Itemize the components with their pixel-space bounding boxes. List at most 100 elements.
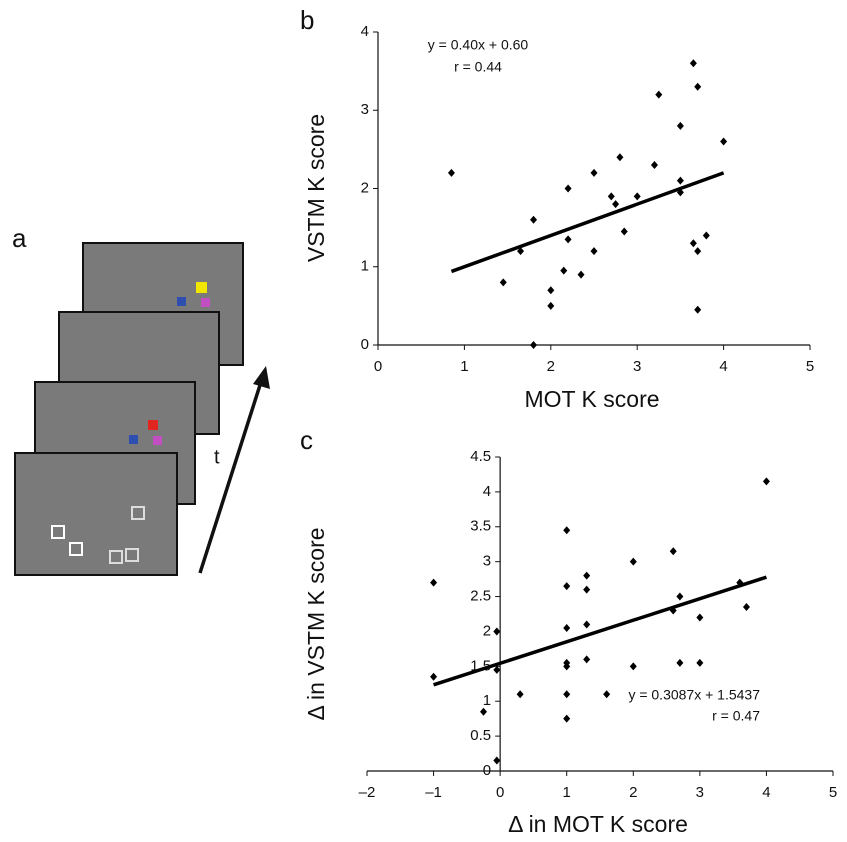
point <box>547 301 555 310</box>
y-tick-label: 4 <box>483 483 491 500</box>
point <box>650 161 658 170</box>
placeholders <box>51 506 145 564</box>
point <box>563 662 571 671</box>
point <box>616 153 624 162</box>
point <box>577 270 585 279</box>
x-tick-label: 5 <box>829 784 837 801</box>
y-axis-label: Δ in VSTM K score <box>303 527 329 720</box>
point <box>564 235 572 244</box>
point <box>694 305 702 314</box>
x-tick-label: 1 <box>460 358 468 375</box>
annotation: y = 0.3087x + 1.5437 <box>628 687 760 703</box>
point <box>530 215 538 224</box>
point <box>612 200 620 209</box>
point <box>742 603 750 612</box>
point <box>430 672 438 681</box>
y-tick-label: 1 <box>483 692 491 709</box>
y-tick-label: 0 <box>361 336 369 353</box>
y-tick-label: 4.5 <box>470 448 491 465</box>
panel-label: a <box>12 223 27 253</box>
item <box>148 420 158 430</box>
point <box>563 582 571 591</box>
fit-line <box>433 575 767 687</box>
placeholder <box>131 506 145 520</box>
panel-label: c <box>300 425 313 455</box>
placeholder <box>51 525 65 539</box>
y-axis-label: VSTM K score <box>303 114 329 262</box>
point <box>669 547 677 556</box>
point <box>583 620 591 629</box>
item <box>129 435 138 444</box>
point <box>563 623 571 632</box>
point <box>620 227 628 236</box>
item <box>153 436 162 445</box>
y-tick-label: 4 <box>361 23 369 40</box>
panel-a: a t <box>12 223 270 576</box>
x-tick-label: –2 <box>359 784 376 801</box>
placeholder <box>109 550 123 564</box>
fit-line <box>450 171 725 274</box>
point <box>563 526 571 535</box>
point <box>629 662 637 671</box>
point <box>590 168 598 177</box>
point <box>493 756 501 765</box>
item <box>196 282 207 293</box>
annotation: y = 0.40x + 0.60 <box>428 37 529 53</box>
point <box>762 477 770 486</box>
point <box>676 176 684 185</box>
point <box>694 247 702 256</box>
point <box>493 627 501 636</box>
y-tick-label: 3 <box>361 101 369 118</box>
point <box>430 578 438 587</box>
x-axis-label: Δ in MOT K score <box>508 811 688 837</box>
y-tick-label: 2 <box>483 622 491 639</box>
point <box>583 655 591 664</box>
x-tick-label: –1 <box>425 784 442 801</box>
point <box>676 592 684 601</box>
x-tick-label: 5 <box>806 358 814 375</box>
panel-label: b <box>300 5 314 35</box>
placeholder <box>125 548 139 562</box>
point <box>702 231 710 240</box>
y-tick-label: 3.5 <box>470 518 491 535</box>
point <box>516 690 524 699</box>
annotation: r = 0.44 <box>454 59 502 75</box>
point <box>547 286 555 295</box>
screen <box>14 452 178 576</box>
point <box>689 59 697 68</box>
point <box>480 707 487 716</box>
point <box>694 82 702 91</box>
point <box>696 658 704 667</box>
x-tick-label: 2 <box>629 784 637 801</box>
x-axis-label: MOT K score <box>524 386 659 412</box>
point <box>720 137 728 146</box>
x-tick-label: 4 <box>719 358 727 375</box>
point <box>655 90 663 99</box>
point <box>517 247 525 256</box>
x-tick-label: 4 <box>762 784 770 801</box>
y-tick-label: 0 <box>483 762 491 779</box>
y-tick-label: 2 <box>361 179 369 196</box>
point <box>676 121 684 130</box>
point <box>629 557 637 566</box>
item <box>201 298 210 307</box>
time-arrow <box>198 381 263 574</box>
point <box>530 341 538 349</box>
item <box>177 297 186 306</box>
x-tick-label: 3 <box>633 358 641 375</box>
x-tick-label: 0 <box>374 358 382 375</box>
point <box>493 665 501 674</box>
point <box>689 239 697 248</box>
x-tick-label: 3 <box>696 784 704 801</box>
point <box>499 278 507 287</box>
point <box>583 585 591 594</box>
x-tick-label: 0 <box>496 784 504 801</box>
y-tick-label: 1 <box>361 258 369 275</box>
arrow-head <box>253 366 270 389</box>
point <box>447 168 455 177</box>
point <box>607 192 615 201</box>
placeholder <box>69 542 83 556</box>
point <box>590 247 598 256</box>
